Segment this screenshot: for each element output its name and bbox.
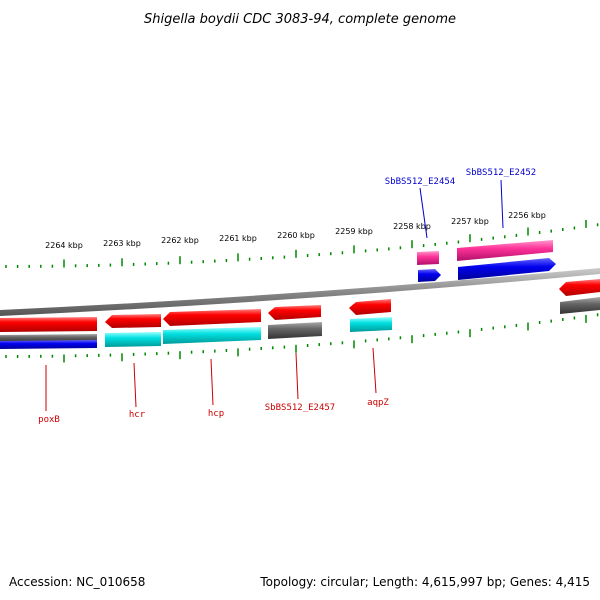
gene-label[interactable]: hcp xyxy=(208,409,224,419)
genome-summary-text: Topology: circular; Length: 4,615,997 bp… xyxy=(259,575,590,589)
scale-label: 2256 kbp xyxy=(508,211,546,220)
gene-feature-blue[interactable] xyxy=(458,258,556,280)
gene-feature-red[interactable] xyxy=(559,279,600,296)
scale-upper xyxy=(5,219,599,268)
accession-text: Accession: NC_010658 xyxy=(9,575,145,589)
gene-feature-red[interactable] xyxy=(0,317,97,332)
gene-feature-red[interactable] xyxy=(268,305,321,320)
gene-label[interactable]: aqpZ xyxy=(367,398,389,408)
gene-feature-red[interactable] xyxy=(105,314,161,328)
gene-feature-pink[interactable] xyxy=(457,240,553,261)
scale-label: 2264 kbp xyxy=(45,241,83,250)
scale-label: 2263 kbp xyxy=(103,239,141,248)
scale-label: 2262 kbp xyxy=(161,236,199,245)
gene-label-leader xyxy=(295,352,299,400)
gene-feature-blue[interactable] xyxy=(418,269,441,282)
gene-label-leader xyxy=(210,358,214,406)
gene-label-leader xyxy=(500,179,504,229)
gene-feature-blue[interactable] xyxy=(0,340,97,349)
scale-lower xyxy=(5,313,599,363)
scale-label: 2261 kbp xyxy=(219,234,257,243)
gene-feature-gray[interactable] xyxy=(560,297,600,314)
gene-label[interactable]: SbBS512_E2452 xyxy=(466,168,536,178)
gene-feature-gray[interactable] xyxy=(268,322,322,339)
scale-label: 2260 kbp xyxy=(277,231,315,240)
gene-feature-cyan[interactable] xyxy=(350,317,392,332)
gene-feature-red[interactable] xyxy=(349,299,391,315)
gene-feature-pink[interactable] xyxy=(417,251,439,265)
gene-label-leader xyxy=(372,347,377,394)
gene-feature-cyan[interactable] xyxy=(105,332,161,347)
gene-label[interactable]: SbBS512_E2454 xyxy=(385,177,455,187)
scale-label: 2258 kbp xyxy=(393,222,431,231)
genome-backbone xyxy=(0,268,600,316)
gene-label[interactable]: SbBS512_E2457 xyxy=(265,403,335,413)
gene-label-leader xyxy=(133,362,137,408)
scale-label: 2259 kbp xyxy=(335,227,373,236)
scale-label: 2257 kbp xyxy=(451,217,489,226)
gene-label[interactable]: poxB xyxy=(38,415,60,425)
gene-feature-cyan[interactable] xyxy=(163,327,261,344)
gene-label[interactable]: hcr xyxy=(129,410,146,420)
gene-feature-red[interactable] xyxy=(163,309,261,326)
gene-feature-gray[interactable] xyxy=(0,334,97,342)
gene-label-leader xyxy=(419,187,428,239)
map-title: Shigella boydii CDC 3083-94, complete ge… xyxy=(144,12,456,27)
